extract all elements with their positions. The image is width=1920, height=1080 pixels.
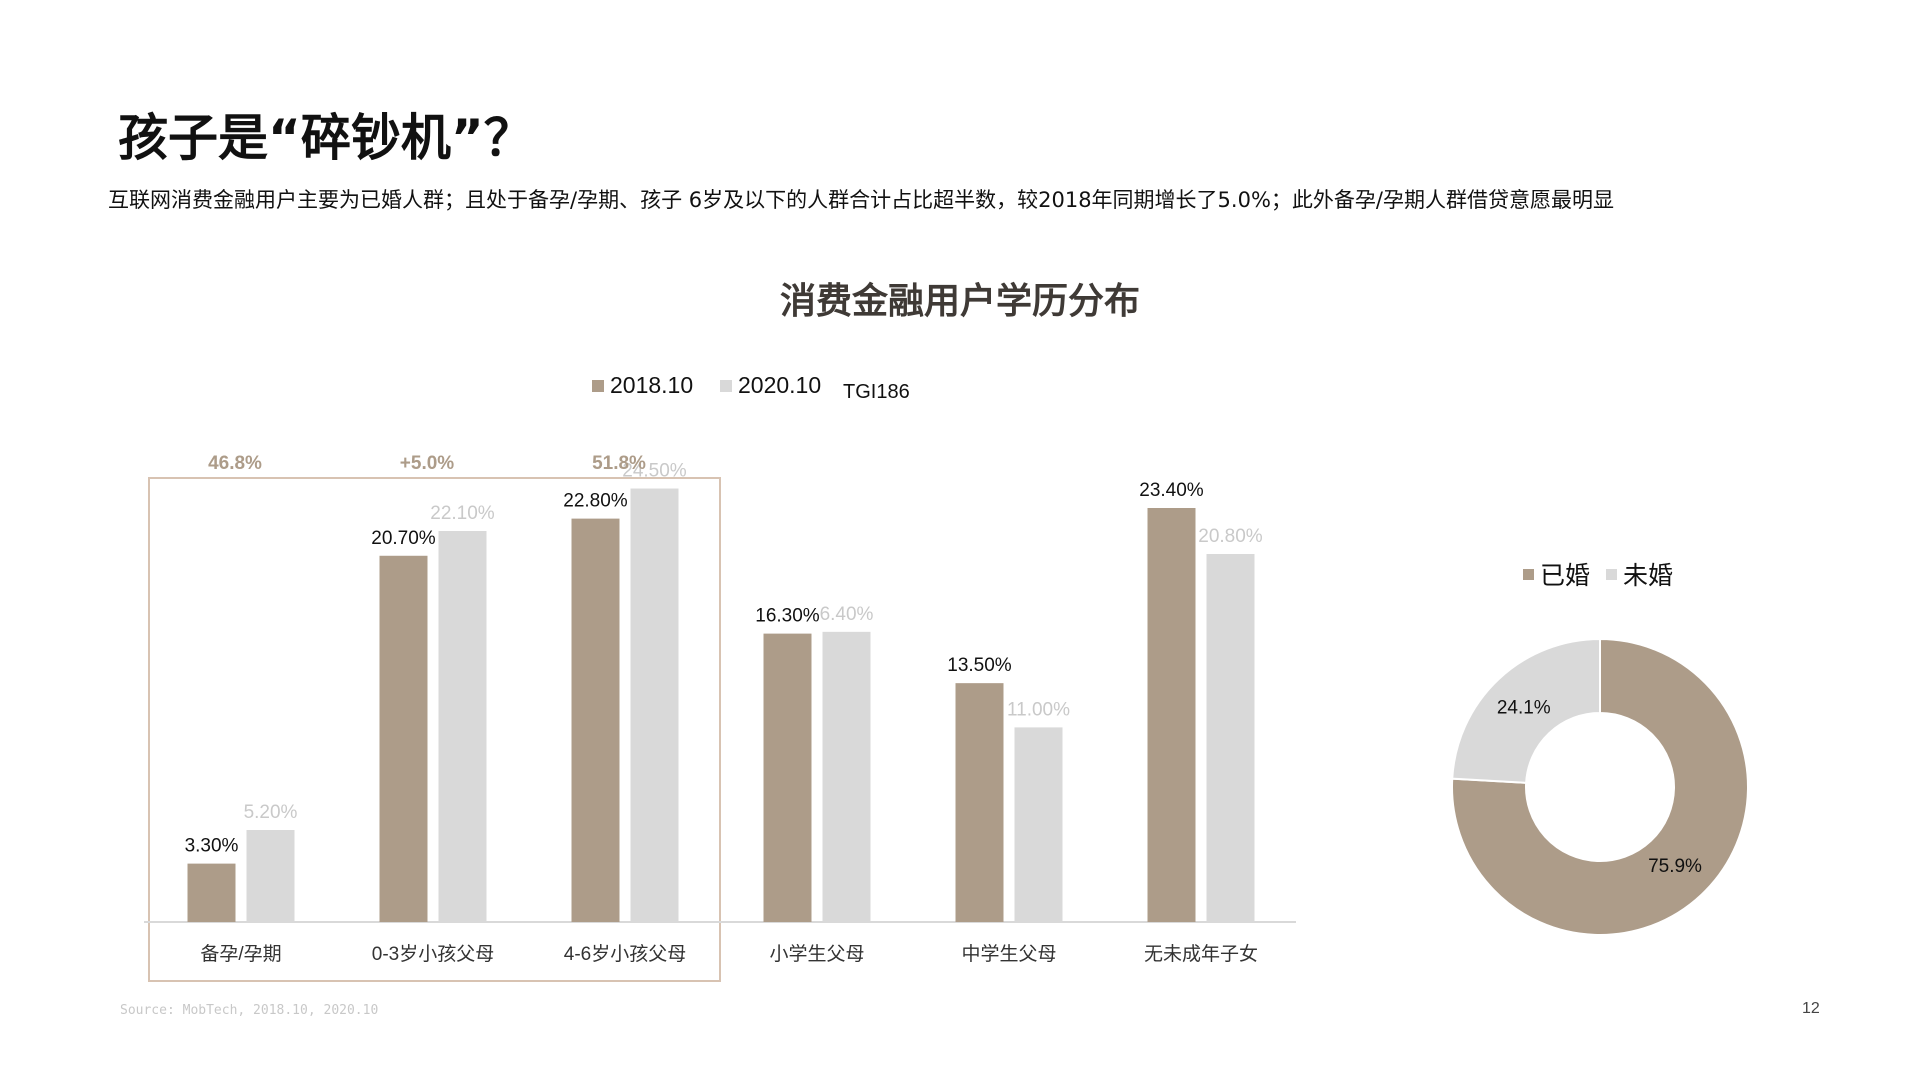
bar-2020.10-5 — [1206, 554, 1255, 922]
bar-2018.10-3 — [763, 633, 812, 922]
legend-item-2018: 2018.10 — [592, 372, 693, 399]
legend-swatch-2018 — [592, 379, 604, 392]
page-title: 孩子是“碎钞机”？ — [118, 109, 534, 167]
highlight-box — [148, 477, 721, 982]
bar-2020.10-4 — [1014, 727, 1063, 922]
bar-2018.10-0 — [187, 863, 236, 922]
donut-label-0: 75.9% — [1648, 856, 1702, 877]
legend-label-2018: 2018.10 — [610, 372, 694, 398]
bar-label-2020.10-0: 5.20% — [244, 802, 298, 823]
donut-slice-1 — [1451, 637, 1601, 784]
bar-label-2018.10-5: 23.40% — [1139, 480, 1204, 501]
bar-label-2020.10-5: 20.80% — [1198, 526, 1263, 547]
bar-2018.10-1 — [379, 555, 428, 922]
bar-2020.10-3 — [822, 631, 871, 922]
annotation-0: 46.8% — [208, 453, 262, 474]
legend-label-2020: 2020.10 — [738, 372, 822, 398]
bar-label-2018.10-0: 3.30% — [185, 836, 239, 857]
x-tick-label-2: 4-6岁小孩父母 — [564, 943, 686, 965]
donut-slice-0 — [1451, 637, 1750, 936]
annotation-1: +5.0% — [400, 453, 455, 474]
x-tick-label-4: 中学生父母 — [961, 943, 1056, 965]
page-subtitle: 互联网消费金融用户主要为已婚人群；且处于备孕/孕期、孩子 6岁及以下的人群合计占… — [108, 188, 1614, 212]
bar-label-2018.10-4: 13.50% — [947, 655, 1012, 676]
bar-2020.10-0 — [246, 830, 295, 922]
legend-label-married: 已婚 — [1540, 561, 1591, 590]
bar-2018.10-4 — [955, 683, 1004, 922]
chart-title: 消费金融用户学历分布 — [779, 281, 1140, 322]
donut-label-1: 24.1% — [1497, 697, 1551, 718]
bar-label-2020.10-1: 22.10% — [430, 503, 495, 524]
x-tick-label-3: 小学生父母 — [769, 943, 864, 965]
bar-label-2020.10-4: 11.00% — [1007, 699, 1070, 720]
page-number: 12 — [1802, 1000, 1820, 1017]
annotation-2: 51.8% — [592, 453, 646, 474]
bar-2018.10-2 — [571, 518, 620, 922]
bar-2018.10-5 — [1147, 508, 1196, 922]
bar-label-2018.10-1: 20.70% — [371, 528, 436, 549]
legend-note-tgi: TGI186 — [843, 381, 910, 403]
bar-2020.10-1 — [438, 531, 487, 922]
legend-swatch-2020 — [720, 379, 732, 392]
bar-label-2018.10-3: 16.30% — [755, 606, 820, 627]
donut-legend: 已婚 未婚 — [1523, 556, 1673, 592]
legend-label-unmarried: 未婚 — [1623, 561, 1674, 590]
x-tick-label-1: 0-3岁小孩父母 — [372, 943, 494, 965]
bar-label-2020.10-3: 6.40% — [820, 604, 874, 625]
legend-item-2020: 2020.10 — [720, 372, 821, 399]
bar-label-2020.10-2: 24.50% — [622, 461, 687, 482]
bar-2020.10-2 — [630, 488, 679, 922]
bar-label-2018.10-2: 22.80% — [563, 491, 628, 512]
legend-swatch-unmarried — [1606, 568, 1618, 580]
x-tick-label-0: 备孕/孕期 — [200, 943, 281, 965]
legend-swatch-married — [1523, 568, 1534, 580]
x-tick-label-5: 无未成年子女 — [1144, 943, 1258, 965]
source-note: Source: MobTech, 2018.10, 2020.10 — [120, 1003, 379, 1018]
